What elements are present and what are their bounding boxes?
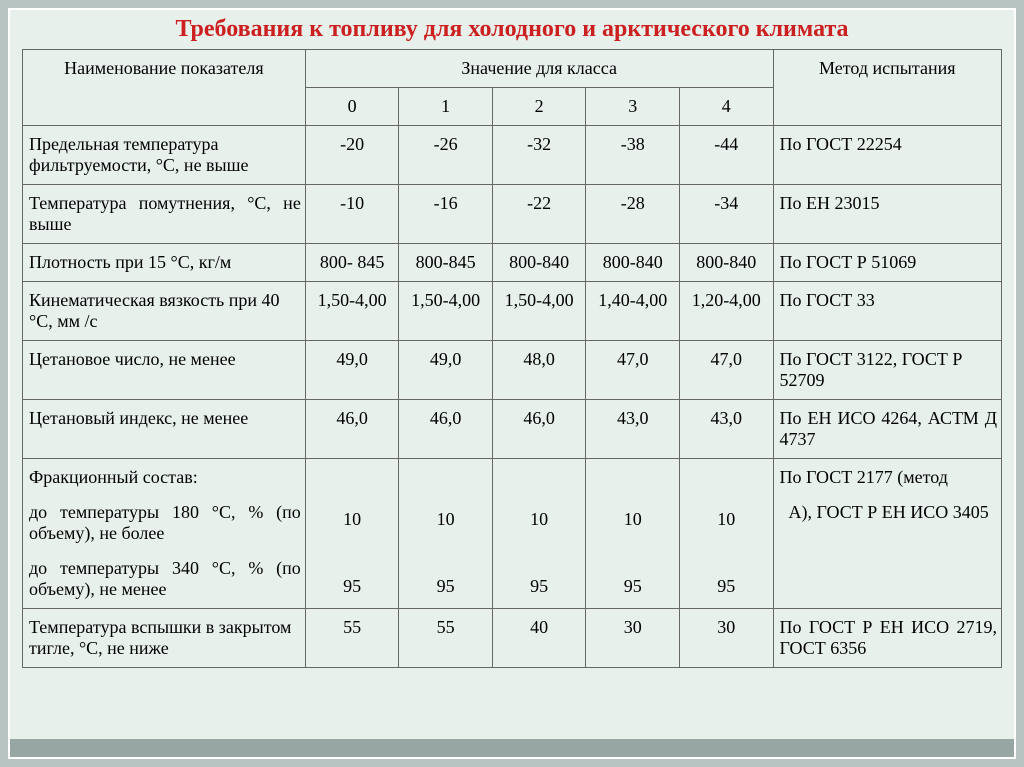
slide-title: Требования к топливу для холодного и арк… [22,16,1002,43]
row-value: 47,0 [586,341,680,400]
table-row: Температура помутнения, °С, не выше-10-1… [23,185,1002,244]
row-value: 1,50-4,00 [305,282,399,341]
row-value: 46,0 [399,400,493,459]
header-class-2: 2 [492,88,586,126]
row-value: -44 [680,126,774,185]
fuel-requirements-table: Наименование показателя Значение для кла… [22,49,1002,668]
table-row: Цетановый индекс, не менее46,046,046,043… [23,400,1002,459]
row-method: По ГОСТ 22254 [773,126,1001,185]
row-value: 1,50-4,00 [492,282,586,341]
row-value: 1095 [680,459,774,609]
table-row: Плотность при 15 °С, кг/м800- 845800-845… [23,244,1002,282]
bottom-bar [10,739,1014,757]
header-class-0: 0 [305,88,399,126]
header-name: Наименование показателя [23,50,306,126]
row-value: 30 [586,609,680,668]
row-value: 1095 [305,459,399,609]
row-method: По ГОСТ 2177 (метод А), ГОСТ Р ЕН ИСО 34… [773,459,1001,609]
row-value: 800-840 [586,244,680,282]
table-row: Температура вспышки в закрытом тигле, °С… [23,609,1002,668]
row-value: 30 [680,609,774,668]
table-row: Фракционный состав:до температуры 180 °С… [23,459,1002,609]
header-value-group: Значение для класса [305,50,773,88]
row-value: -38 [586,126,680,185]
row-value: 800-840 [680,244,774,282]
row-value: -34 [680,185,774,244]
row-value: 1095 [492,459,586,609]
row-value: 1,50-4,00 [399,282,493,341]
row-value: 1095 [586,459,680,609]
row-name: Фракционный состав:до температуры 180 °С… [23,459,306,609]
header-class-4: 4 [680,88,774,126]
row-name: Цетановый индекс, не менее [23,400,306,459]
table-row: Кинематическая вязкость при 40 °С, мм /с… [23,282,1002,341]
row-method: По ЕН 23015 [773,185,1001,244]
row-value: -26 [399,126,493,185]
row-value: 800- 845 [305,244,399,282]
row-value: 43,0 [586,400,680,459]
table-row: Предельная температура фильтруемости, °С… [23,126,1002,185]
row-value: 43,0 [680,400,774,459]
row-value: 55 [305,609,399,668]
row-name: Плотность при 15 °С, кг/м [23,244,306,282]
row-value: 1095 [399,459,493,609]
row-method: По ГОСТ Р 51069 [773,244,1001,282]
row-value: -32 [492,126,586,185]
row-name: Кинематическая вязкость при 40 °С, мм /с [23,282,306,341]
row-value: -20 [305,126,399,185]
row-method: По ГОСТ Р ЕН ИСО 2719, ГОСТ 6356 [773,609,1001,668]
table-header-row-1: Наименование показателя Значение для кла… [23,50,1002,88]
row-value: -28 [586,185,680,244]
header-class-3: 3 [586,88,680,126]
row-value: -16 [399,185,493,244]
row-method: По ЕН ИСО 4264, АСТМ Д 4737 [773,400,1001,459]
row-name: Температура помутнения, °С, не выше [23,185,306,244]
row-value: 1,40-4,00 [586,282,680,341]
row-name: Цетановое число, не менее [23,341,306,400]
table-row: Цетановое число, не менее49,049,048,047,… [23,341,1002,400]
row-value: 47,0 [680,341,774,400]
row-value: -10 [305,185,399,244]
header-class-1: 1 [399,88,493,126]
row-value: 800-840 [492,244,586,282]
row-value: 40 [492,609,586,668]
row-value: 46,0 [305,400,399,459]
header-method: Метод испытания [773,50,1001,126]
row-method: По ГОСТ 3122, ГОСТ Р 52709 [773,341,1001,400]
row-method: По ГОСТ 33 [773,282,1001,341]
row-value: -22 [492,185,586,244]
row-value: 46,0 [492,400,586,459]
slide: Требования к топливу для холодного и арк… [8,8,1016,759]
row-value: 55 [399,609,493,668]
row-value: 1,20-4,00 [680,282,774,341]
row-name: Температура вспышки в закрытом тигле, °С… [23,609,306,668]
row-value: 49,0 [305,341,399,400]
row-value: 800-845 [399,244,493,282]
table-body: Предельная температура фильтруемости, °С… [23,126,1002,668]
row-value: 49,0 [399,341,493,400]
row-value: 48,0 [492,341,586,400]
row-name: Предельная температура фильтруемости, °С… [23,126,306,185]
